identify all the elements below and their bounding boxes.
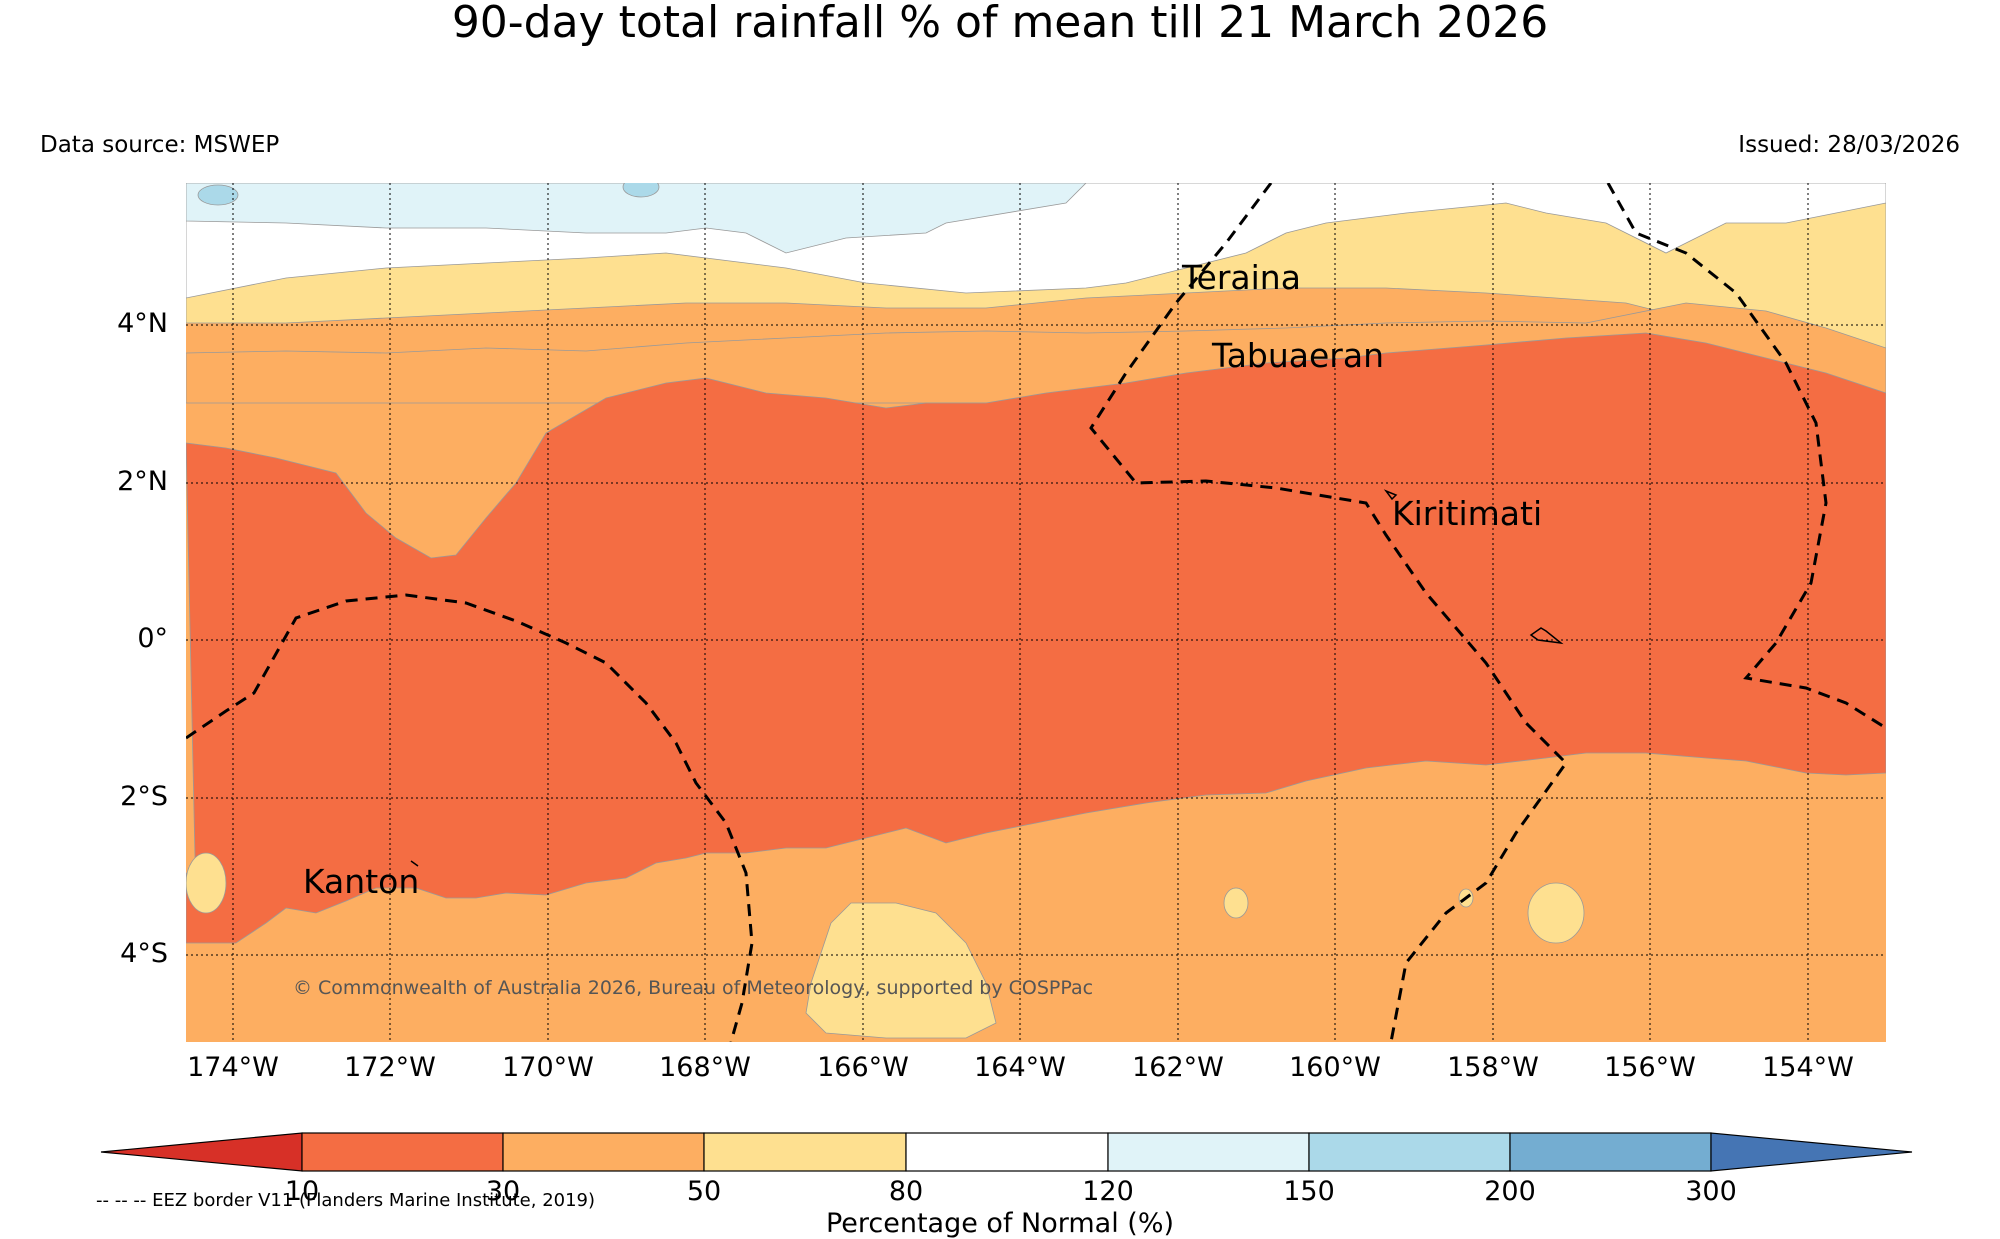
lat-label-0: 0° — [137, 623, 168, 654]
region-10-30-main — [186, 332, 1886, 944]
lon-label-162w: 162°W — [1132, 1052, 1224, 1083]
eez-legend-note: -- -- -- EEZ border V11 (Flanders Marine… — [96, 1190, 596, 1211]
lat-label-4s: 4°S — [120, 938, 168, 969]
place-kanton: Kanton — [303, 862, 420, 901]
eez-borders — [186, 183, 1886, 1042]
lon-label-154w: 154°W — [1762, 1052, 1854, 1083]
lon-label-174w: 174°W — [187, 1052, 279, 1083]
gridlines — [186, 183, 1886, 1042]
island-tabuaeran — [1383, 489, 1398, 501]
region-50-80-south-c — [1527, 882, 1585, 944]
place-tabuaeran: Tabuaeran — [1212, 336, 1385, 375]
colorbar-150-200 — [1308, 1132, 1511, 1172]
region-50-80-south-b — [1223, 887, 1249, 919]
lon-label-166w: 166°W — [817, 1052, 909, 1083]
colorbar-80-120 — [905, 1132, 1109, 1172]
lon-label-160w: 160°W — [1289, 1052, 1381, 1083]
region-150-200-patch-a — [197, 184, 239, 206]
colorbar-label: Percentage of Normal (%) — [825, 1208, 1175, 1239]
colorbar-tick-150: 150 — [1283, 1176, 1335, 1207]
colorbar-under-triangle — [100, 1132, 303, 1172]
colorbar-tick-120: 120 — [1082, 1176, 1134, 1207]
colorbar-svg — [100, 1132, 1913, 1172]
region-50-80-south-a — [805, 902, 997, 1039]
lon-label-170w: 170°W — [502, 1052, 594, 1083]
colorbar-200-300 — [1509, 1132, 1712, 1172]
lon-label-168w: 168°W — [659, 1052, 751, 1083]
colorbar — [0, 1128, 2000, 1219]
lat-label-2s: 2°S — [120, 781, 168, 812]
copyright-notice: © Commonwealth of Australia 2026, Bureau… — [293, 977, 1094, 999]
islands — [410, 489, 1564, 867]
island-kiritimati — [1529, 627, 1564, 645]
colorbar-over-triangle — [1710, 1132, 1913, 1172]
data-source: Data source: MSWEP — [40, 132, 280, 158]
issued-date: Issued: 28/03/2026 — [1738, 132, 1960, 158]
lon-label-158w: 158°W — [1447, 1052, 1539, 1083]
colorbar-10-30 — [301, 1132, 504, 1172]
rainfall-map — [186, 183, 1886, 1042]
map-canvas — [186, 183, 1886, 1042]
colorbar-tick-200: 200 — [1484, 1176, 1536, 1207]
lon-label-164w: 164°W — [974, 1052, 1066, 1083]
region-150-200-patch-b — [622, 183, 660, 198]
colorbar-tick-50: 50 — [686, 1176, 722, 1207]
colorbar-tick-80: 80 — [888, 1176, 924, 1207]
lon-label-172w: 172°W — [344, 1052, 436, 1083]
colorbar-50-80 — [703, 1132, 907, 1172]
colorbar-tick-30: 30 — [485, 1176, 521, 1207]
lat-label-4n: 4°N — [117, 308, 168, 339]
place-kiritimati: Kiritimati — [1392, 494, 1543, 533]
island-kanton — [410, 860, 419, 867]
place-teraina: Teraina — [1182, 258, 1301, 297]
colorbar-tick-10: 10 — [284, 1176, 320, 1207]
region-120-150-north — [186, 183, 1087, 254]
region-50-80-south-e — [186, 852, 227, 914]
lon-label-156w: 156°W — [1604, 1052, 1696, 1083]
colorbar-tick-300: 300 — [1685, 1176, 1737, 1207]
colorbar-120-150 — [1107, 1132, 1310, 1172]
lat-label-2n: 2°N — [117, 466, 168, 497]
colorbar-30-50 — [502, 1132, 705, 1172]
map-title: 90-day total rainfall % of mean till 21 … — [451, 0, 1549, 48]
